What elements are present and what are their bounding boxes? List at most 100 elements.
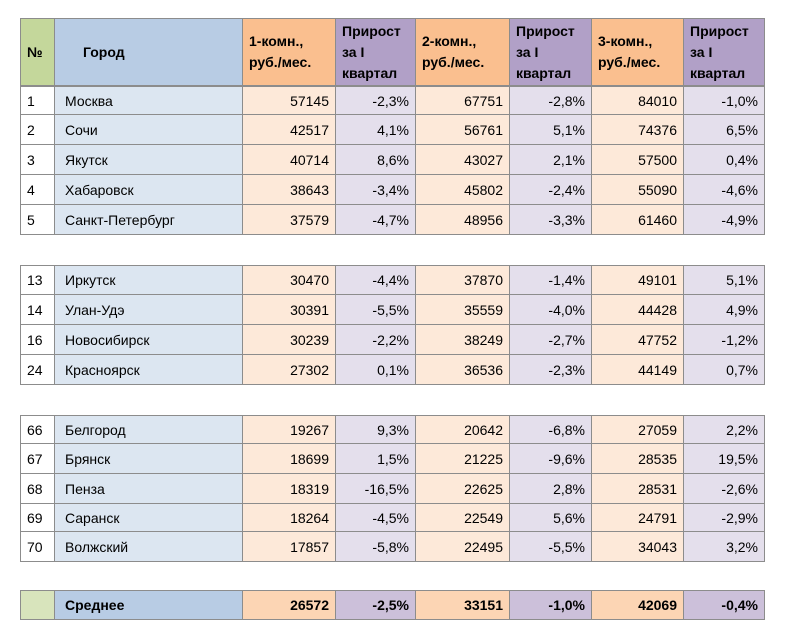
cell-text: -2,2% [372, 331, 409, 348]
cell-text: 27302 [290, 361, 329, 378]
cell-text: Волжский [65, 538, 129, 555]
value-cell: -2,2% [336, 325, 416, 355]
value-cell: 22495 [416, 532, 510, 562]
cell-text: 40714 [290, 151, 329, 168]
cell-text: 48956 [464, 211, 503, 228]
cell-text: 28535 [638, 450, 677, 467]
cell-text: -16,5% [364, 480, 409, 497]
footer-rank-cell [20, 590, 55, 620]
cell-text: 34043 [638, 538, 677, 555]
value-cell: -2,8% [510, 86, 592, 115]
footer-value: 26572 [290, 597, 329, 613]
value-cell: -5,5% [510, 532, 592, 562]
cell-text: 2,1% [553, 151, 585, 168]
cell-text: -9,6% [548, 450, 585, 467]
cell-text: 55090 [638, 181, 677, 198]
header-text: 2-комн., [422, 33, 477, 49]
footer-value-cell: 42069 [592, 590, 684, 620]
cell-text: 44149 [638, 361, 677, 378]
cell-text: 43027 [464, 151, 503, 168]
value-cell: 5,6% [510, 504, 592, 532]
cell-text: 61460 [638, 211, 677, 228]
cell-text: 0,1% [377, 361, 409, 378]
value-cell: -16,5% [336, 474, 416, 504]
cell-text: 2,2% [726, 421, 758, 438]
cell-text: 30470 [290, 272, 329, 288]
value-cell: 22625 [416, 474, 510, 504]
cell-text: 22549 [464, 509, 503, 526]
rank-cell: 4 [20, 175, 55, 205]
value-cell: -2,4% [510, 175, 592, 205]
value-cell: 44428 [592, 295, 684, 325]
footer-value: 33151 [464, 597, 503, 613]
city-cell: Якутск [55, 145, 243, 175]
cell-text: 14 [27, 301, 43, 318]
cell-text: -5,5% [548, 538, 585, 555]
cell-text: Сочи [65, 121, 98, 138]
rank-cell: 1 [20, 86, 55, 115]
cell-text: 24 [27, 361, 43, 378]
header-cell: Прирост за I квартал [510, 18, 592, 86]
value-cell: -2,9% [684, 504, 765, 532]
cell-text: 5,6% [553, 509, 585, 526]
city-cell: Сочи [55, 115, 243, 145]
cell-text: 18319 [290, 480, 329, 497]
cell-text: -2,4% [548, 181, 585, 198]
cell-text: 27059 [638, 421, 677, 438]
value-cell: 24791 [592, 504, 684, 532]
header-text: Прирост [516, 22, 575, 39]
footer-value: 42069 [638, 597, 677, 613]
cell-text: 68 [27, 480, 43, 497]
value-cell: 49101 [592, 265, 684, 295]
value-cell: 30391 [243, 295, 336, 325]
header-text: за I [342, 43, 365, 60]
cell-text: 37579 [290, 211, 329, 228]
cell-text: -2,6% [721, 480, 758, 497]
cell-text: 5,1% [553, 121, 585, 138]
cell-text: 4 [27, 181, 35, 198]
header-text: № [27, 43, 43, 60]
value-cell: 47752 [592, 325, 684, 355]
value-cell: 84010 [592, 86, 684, 115]
cell-text: 24791 [638, 509, 677, 526]
city-cell: Волжский [55, 532, 243, 562]
value-cell: 20642 [416, 415, 510, 444]
cell-text: 8,6% [377, 151, 409, 168]
header-text: 1-комн., [249, 33, 304, 49]
value-cell: 0,7% [684, 355, 765, 385]
cell-text: 5 [27, 211, 35, 228]
header-cell: Город [55, 18, 243, 86]
cell-text: Пенза [65, 480, 105, 497]
cell-text: -2,3% [548, 361, 585, 378]
value-cell: 37870 [416, 265, 510, 295]
cell-text: 57145 [290, 92, 329, 109]
value-cell: 37579 [243, 205, 336, 235]
value-cell: 6,5% [684, 115, 765, 145]
value-cell: -1,4% [510, 265, 592, 295]
value-cell: -1,2% [684, 325, 765, 355]
value-cell: 2,8% [510, 474, 592, 504]
value-cell: 2,1% [510, 145, 592, 175]
rank-cell: 13 [20, 265, 55, 295]
cell-text: 67751 [464, 92, 503, 109]
value-cell: 28531 [592, 474, 684, 504]
cell-text: Санкт-Петербург [65, 211, 175, 228]
header-text: квартал [342, 64, 398, 81]
value-cell: 35559 [416, 295, 510, 325]
cell-text: 1 [27, 92, 35, 109]
rank-cell: 66 [20, 415, 55, 444]
value-cell: 0,4% [684, 145, 765, 175]
value-cell: 8,6% [336, 145, 416, 175]
rank-cell: 68 [20, 474, 55, 504]
header-text: за I [516, 43, 539, 60]
rank-cell: 3 [20, 145, 55, 175]
cell-text: 37870 [464, 272, 503, 288]
value-cell: 19267 [243, 415, 336, 444]
cell-text: 38249 [464, 331, 503, 348]
cell-text: 57500 [638, 151, 677, 168]
city-cell: Новосибирск [55, 325, 243, 355]
value-cell: 9,3% [336, 415, 416, 444]
value-cell: 27302 [243, 355, 336, 385]
footer-value: -2,5% [372, 597, 409, 613]
header-text: квартал [690, 64, 746, 81]
